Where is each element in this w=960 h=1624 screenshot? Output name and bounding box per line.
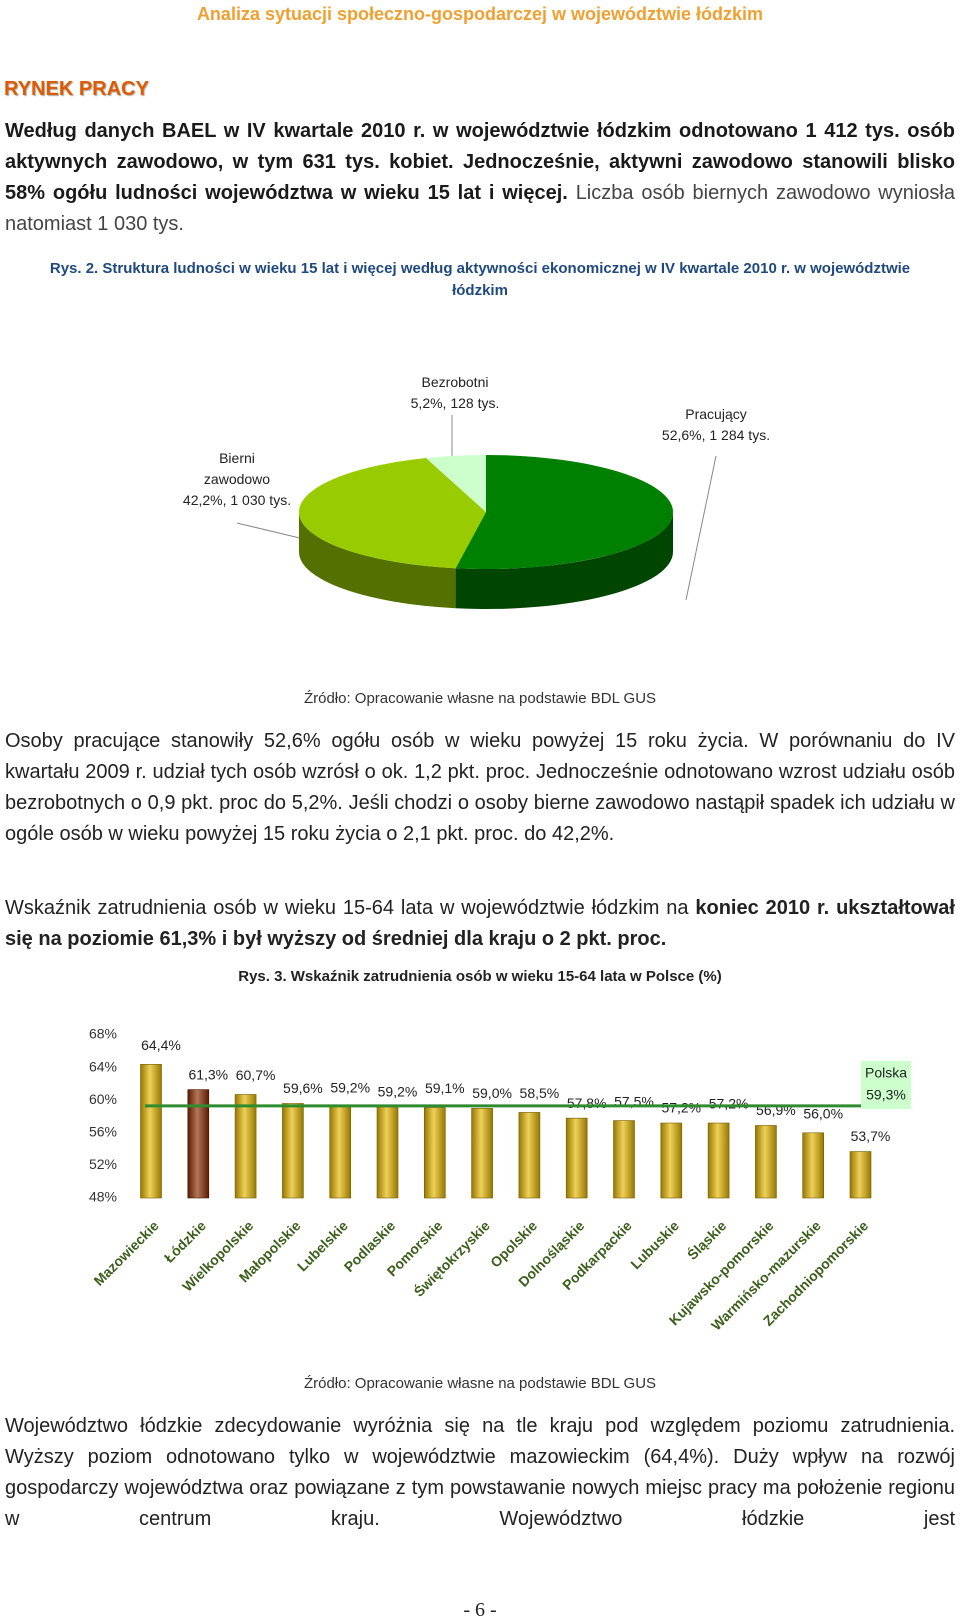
x-tick-label: Lubuskie (627, 1217, 682, 1272)
paragraph: Według danych BAEL w IV kwartale 2010 r.… (5, 116, 955, 240)
text: Wskaźnik zatrudnienia osób w wieku 15-64… (5, 897, 689, 919)
pie-slice-side (455, 512, 673, 609)
bar-value-label: 64,4% (141, 1037, 181, 1053)
bar (282, 1103, 304, 1199)
pie-slice (455, 455, 674, 569)
pie-label: Pracujący (685, 406, 747, 422)
paragraph: Województwo łódzkie zdecydowanie wyróżni… (5, 1415, 955, 1530)
bar-value-label: 59,2% (378, 1083, 418, 1099)
x-tick-label: Pomorskie (384, 1217, 446, 1279)
bar-value-label: 56,9% (756, 1102, 796, 1118)
x-tick-label: Wielkopolskie (179, 1217, 256, 1294)
pie-slice (425, 455, 486, 512)
x-tick-label: Podlaskie (341, 1217, 399, 1275)
bar (613, 1120, 635, 1199)
paragraph: Wskaźnik zatrudnienia osób w wieku 15-64… (5, 893, 955, 955)
y-tick-label: 68% (89, 1026, 117, 1042)
x-tick-label: Zachodniopomorskie (760, 1217, 872, 1329)
bar (471, 1108, 493, 1199)
y-tick-label: 48% (89, 1189, 117, 1205)
figure-caption: Rys. 2. Struktura ludności w wieku 15 la… (49, 260, 911, 299)
reference-box (861, 1061, 911, 1109)
y-tick-label: 56% (89, 1124, 117, 1140)
bar (660, 1122, 683, 1199)
x-tick-label: Dolnośląskie (515, 1217, 588, 1290)
x-tick-label: Podkarpackie (559, 1217, 635, 1293)
text-bold: koniec 2010 r. ukształtował się na pozio… (5, 897, 955, 950)
source: Źródło: Opracowanie własne na podstawie … (303, 1375, 657, 1392)
x-tick-label: Lubelskie (294, 1217, 351, 1274)
figure-caption: Rys. 3. Wskaźnik zatrudnienia osób w wie… (238, 968, 722, 985)
leader-line (685, 455, 717, 601)
paragraph: Osoby pracujące stanowiły 52,6% ogółu os… (5, 730, 955, 845)
pie-slice-side (299, 512, 456, 609)
y-tick-label: 64% (89, 1058, 117, 1074)
pie-value-label: 52,6%, 1 284 tys. (661, 427, 771, 443)
page-number: - 6 - (463, 1599, 497, 1621)
bar (849, 1151, 872, 1199)
pie-slice (299, 458, 486, 569)
text: Według danych BAEL w IV kwartale 2010 r.… (5, 120, 955, 204)
reference-label: Polska (865, 1065, 907, 1081)
x-tick-label: Małopolskie (236, 1217, 304, 1285)
x-tick-label: Kujawsko-pomorskie (666, 1217, 777, 1328)
x-tick-label: Łódzkie (161, 1217, 209, 1265)
bar (140, 1064, 162, 1199)
bar (565, 1117, 588, 1199)
bar-value-label: 53,7% (851, 1128, 891, 1144)
bar-value-label: 59,2% (330, 1079, 370, 1095)
bar-value-label: 57,5% (614, 1093, 654, 1109)
bar-value-label: 59,1% (425, 1080, 465, 1096)
bar-value-label: 59,0% (472, 1085, 512, 1101)
pie-label: Bierni zawodowo (203, 450, 271, 487)
reference-value-label: 59,3% (866, 1087, 906, 1103)
bar (802, 1132, 825, 1199)
source: Źródło: Opracowanie własne na podstawie … (303, 690, 657, 707)
header-title: Analiza sytuacji społeczno-gospodarczej … (196, 4, 764, 24)
pie-label: Bezrobotni (421, 374, 489, 390)
x-tick-label: Świętokrzyskie (410, 1217, 493, 1300)
bar-value-label: 56,0% (803, 1106, 843, 1122)
bar-value-label: 57,2% (709, 1096, 749, 1112)
bar (423, 1107, 446, 1199)
bar (755, 1125, 777, 1199)
bar (518, 1112, 541, 1199)
leader-line (236, 522, 309, 541)
pie-value-label: 42,2%, 1 030 tys. (182, 492, 292, 508)
bar-value-label: 57,2% (661, 1100, 701, 1116)
bar-value-label: 60,7% (236, 1067, 276, 1083)
bar (187, 1089, 210, 1199)
x-tick-label: Warmińsko-mazurskie (708, 1217, 824, 1333)
pie-value-label: 5,2%, 128 tys. (410, 395, 500, 411)
x-tick-label: Mazowieckie (90, 1217, 161, 1288)
bar-value-label: 58,5% (520, 1085, 560, 1101)
x-tick-label: Opolskie (487, 1217, 540, 1270)
bar (234, 1094, 257, 1199)
bar-value-label: 59,6% (283, 1080, 323, 1096)
bar (376, 1106, 399, 1199)
y-tick-label: 52% (89, 1156, 117, 1172)
bar (707, 1122, 730, 1199)
section-title: RYNEK PRACY (4, 78, 149, 100)
text: Liczba osób biernych zawodowo wyniosła n… (5, 182, 955, 235)
y-tick-label: 60% (89, 1091, 117, 1107)
bar (329, 1106, 352, 1199)
bar-value-label: 61,3% (188, 1066, 228, 1082)
x-tick-label: Śląskie (683, 1217, 729, 1263)
bar-value-label: 57,8% (567, 1095, 607, 1111)
